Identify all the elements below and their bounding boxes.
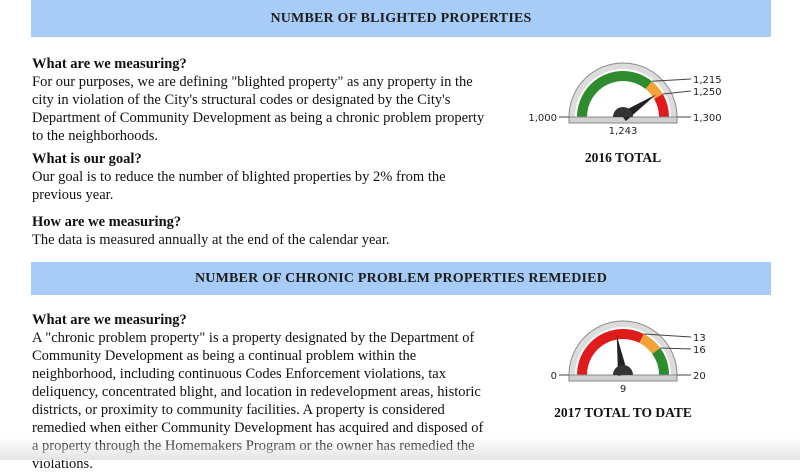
gauge-min-label: 0 — [551, 371, 557, 382]
gauge-band — [652, 347, 669, 375]
how-block: How are we measuring? The data is measur… — [32, 213, 492, 249]
gauge-value-label: 9 — [620, 384, 626, 395]
answer-text: The data is measured annually at the end… — [32, 232, 390, 248]
gauge-base — [568, 116, 678, 124]
gauge-leader — [651, 78, 692, 82]
answer-text: For our purposes, we are defining "bligh… — [32, 74, 485, 144]
gauge-band — [577, 329, 644, 375]
question-heading: What is our goal? — [32, 151, 142, 167]
question-heading: What are we measuring? — [32, 312, 187, 328]
question-heading: How are we measuring? — [32, 214, 182, 230]
gauge-value-label: 1,243 — [609, 126, 638, 137]
section-title: NUMBER OF CHRONIC PROBLEM PROPERTIES REM… — [194, 270, 608, 286]
gauge-base — [568, 374, 678, 382]
section-header-chronic: NUMBER OF CHRONIC PROBLEM PROPERTIES REM… — [31, 262, 771, 295]
gauge-band — [645, 81, 663, 99]
page-fade — [0, 438, 800, 460]
gauge-tick-label: 1,250 — [693, 87, 722, 98]
section-title: NUMBER OF BLIGHTED PROPERTIES — [270, 10, 532, 26]
goal-block: What is our goal? Our goal is to reduce … — [32, 150, 492, 204]
gauge-leader — [662, 90, 692, 95]
answer-text: Our goal is to reduce the number of blig… — [32, 169, 446, 203]
gauge-caption: 2017 TOTAL TO DATE — [554, 405, 692, 420]
gauge-tick-label: 1,215 — [693, 75, 722, 86]
question-heading: What are we measuring? — [32, 56, 187, 72]
gauge-min-label: 1,000 — [528, 113, 557, 124]
gauge-leader — [643, 333, 692, 338]
section-header-blighted: NUMBER OF BLIGHTED PROPERTIES — [31, 0, 771, 37]
gauge-tick-label: 16 — [693, 345, 706, 356]
gauge-blighted: 1,000 1,300 1,215 1,250 1,243 — [520, 55, 740, 145]
gauge-max-label: 1,300 — [693, 113, 722, 124]
gauge-max-label: 20 — [693, 371, 706, 382]
gauge-chronic: 0 20 13 16 9 — [520, 313, 740, 403]
measuring-block: What are we measuring? For our purposes,… — [32, 55, 492, 145]
gauge-band — [654, 94, 669, 117]
gauge-hub — [613, 365, 633, 375]
gauge-tick-label: 13 — [693, 333, 706, 344]
gauge-caption: 2016 TOTAL — [584, 150, 662, 165]
gauge-band — [639, 334, 661, 354]
gauge-leader — [660, 347, 692, 350]
gauge-hub — [613, 107, 633, 117]
gauge-band — [577, 71, 652, 117]
